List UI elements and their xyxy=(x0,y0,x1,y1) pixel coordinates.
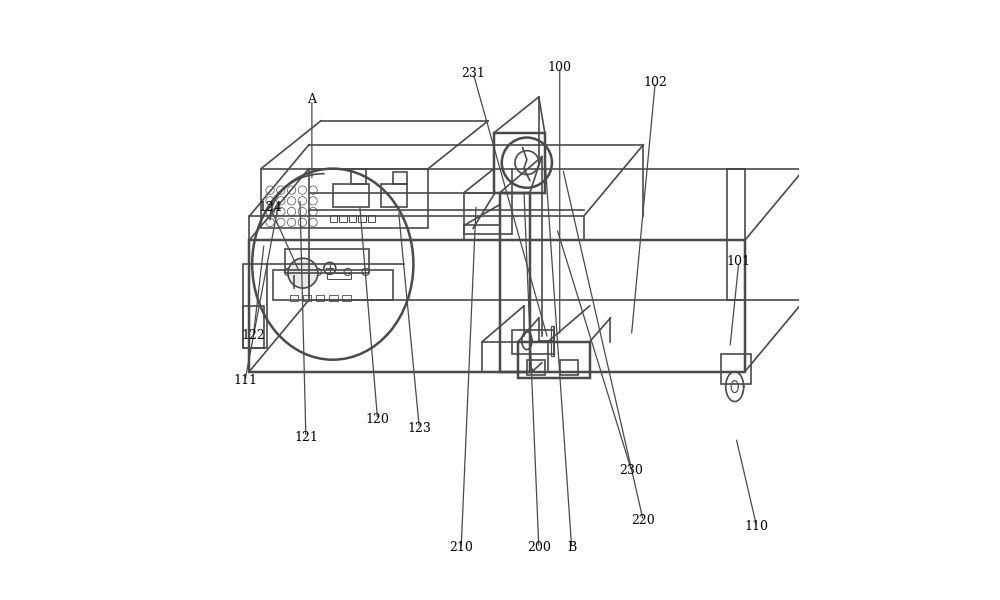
Text: 120: 120 xyxy=(366,413,390,426)
Text: 101: 101 xyxy=(727,254,751,268)
Text: 124: 124 xyxy=(258,201,282,214)
Bar xyxy=(243,306,264,348)
Bar xyxy=(721,354,751,383)
Text: 220: 220 xyxy=(631,514,655,527)
Bar xyxy=(316,295,324,301)
Bar xyxy=(261,169,428,229)
Text: 210: 210 xyxy=(449,541,473,554)
Bar xyxy=(290,295,298,301)
Text: B: B xyxy=(567,541,576,554)
Bar xyxy=(339,215,347,223)
Bar xyxy=(249,240,745,371)
Circle shape xyxy=(314,268,321,275)
Bar xyxy=(249,217,584,240)
Bar xyxy=(518,342,590,377)
Bar xyxy=(464,226,500,240)
Bar xyxy=(551,326,554,356)
Bar xyxy=(358,215,366,223)
Bar xyxy=(381,184,407,208)
Circle shape xyxy=(284,268,292,275)
Bar xyxy=(527,360,545,374)
Bar xyxy=(243,264,267,348)
Text: 231: 231 xyxy=(461,67,485,80)
Bar xyxy=(368,215,375,223)
Circle shape xyxy=(288,258,318,288)
Text: A: A xyxy=(307,94,316,106)
Text: 230: 230 xyxy=(619,464,643,477)
Text: 102: 102 xyxy=(643,76,667,89)
Text: 123: 123 xyxy=(407,422,431,435)
Circle shape xyxy=(324,262,336,274)
Bar xyxy=(329,295,338,301)
Text: 110: 110 xyxy=(745,520,769,533)
Bar xyxy=(349,215,356,223)
Text: 121: 121 xyxy=(294,431,318,444)
Bar xyxy=(482,342,548,371)
Bar xyxy=(727,169,745,300)
Bar xyxy=(464,193,512,235)
Bar xyxy=(560,360,578,374)
Bar xyxy=(392,172,407,184)
Bar xyxy=(273,270,392,300)
Text: 111: 111 xyxy=(233,374,257,387)
Bar xyxy=(333,184,369,208)
Bar xyxy=(330,215,337,223)
Bar xyxy=(303,295,311,301)
Bar xyxy=(494,133,545,193)
Bar xyxy=(512,330,554,354)
Bar xyxy=(351,169,366,184)
Text: 122: 122 xyxy=(241,329,265,343)
Circle shape xyxy=(344,268,351,275)
Text: 100: 100 xyxy=(548,61,572,74)
Bar xyxy=(500,193,530,371)
Bar xyxy=(285,249,369,273)
Text: 200: 200 xyxy=(527,541,551,554)
Bar xyxy=(327,273,351,279)
Circle shape xyxy=(362,268,369,275)
Bar xyxy=(342,295,351,301)
